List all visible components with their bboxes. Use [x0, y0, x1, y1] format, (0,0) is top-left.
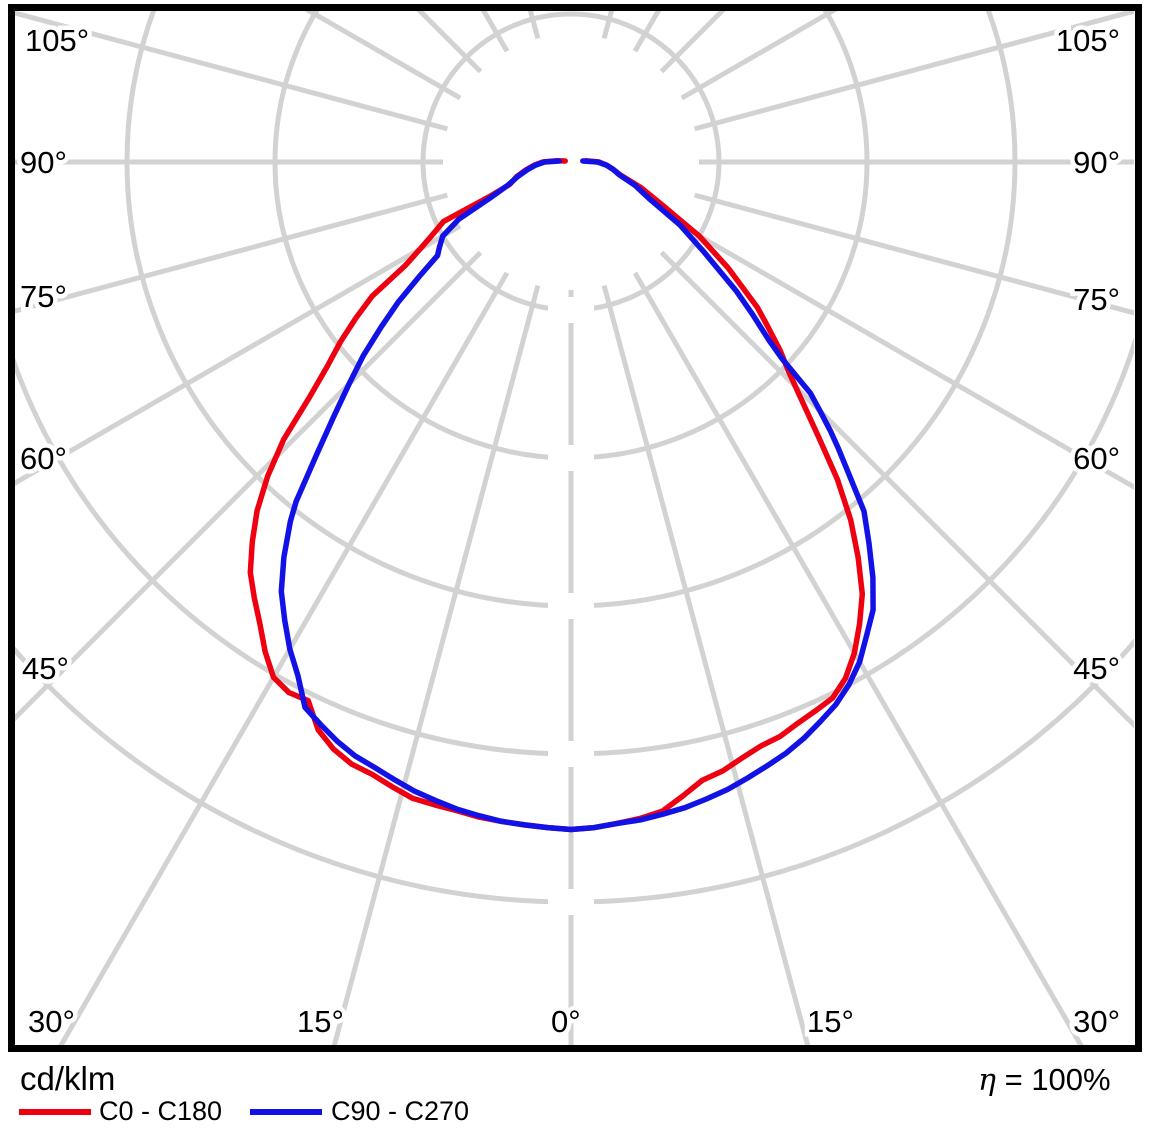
- angle-label-right-60deg: 60°: [1073, 441, 1120, 476]
- legend-entry-c90-c270: C90 - C270: [250, 1096, 570, 1136]
- angle-label-left-45deg: 45°: [22, 651, 69, 686]
- distribution-curves: [247, 157, 876, 833]
- radial-scale-boxes: [548, 297, 594, 915]
- eta-rest: = 100%: [995, 1062, 1111, 1097]
- angle-label-bottom-center-0deg: 0°: [551, 1004, 581, 1039]
- grid-radial: [680, 223, 1134, 490]
- grid-radial: [693, 192, 1134, 316]
- radial-scale-box: [548, 741, 594, 767]
- grid-radial: [15, 250, 483, 722]
- grid-radial: [659, 250, 1134, 729]
- polar-chart: 105° 90° 75° 60° 45° 30° 15° 0° 15° 30° 45° 60° 75° 9…: [0, 0, 1164, 1056]
- angle-label-left-30deg: 30°: [28, 1004, 75, 1039]
- grid-radial: [331, 284, 541, 1046]
- legend-entry-c0-c180: C0 - C180: [19, 1096, 319, 1136]
- grid-radial: [601, 284, 811, 1046]
- grid-radial: [15, 192, 449, 314]
- curve-c90-c270: [278, 158, 876, 833]
- efficiency-value: η = 100%: [978, 1064, 1111, 1096]
- unit-label: cd/klm: [20, 1060, 116, 1097]
- angle-label-left-105deg: 105°: [25, 23, 89, 58]
- angle-label-right-30deg: 30°: [1073, 1004, 1120, 1039]
- eta-symbol: η: [978, 1063, 996, 1098]
- angle-label-bottom-right-15deg: 15°: [807, 1004, 854, 1039]
- grid-radial: [15, 11, 449, 132]
- angle-label-right-90deg: 90°: [1073, 145, 1120, 180]
- angle-labels: 105° 90° 75° 60° 45° 30° 15° 0° 15° 30° 45° 60° 75° 9…: [16, 19, 1125, 1044]
- chart-border: [8, 4, 1142, 1052]
- angle-label-right-105deg: 105°: [1056, 23, 1120, 58]
- grid-radial: [15, 223, 462, 486]
- angle-label-bottom-left-15deg: 15°: [297, 1004, 344, 1039]
- legend-label-c0-c180: C0 - C180: [99, 1096, 223, 1126]
- grid-radial: [693, 11, 1134, 132]
- legend-line-blue: [250, 1109, 322, 1115]
- legend-label-c90-c270: C90 - C270: [331, 1096, 470, 1126]
- radial-scale-box: [548, 593, 594, 619]
- radial-scale-box: [548, 445, 594, 471]
- grid-radial: [632, 271, 1085, 1046]
- grid-radial: [57, 271, 510, 1046]
- radial-scale-box: [548, 297, 594, 323]
- angle-label-left-60deg: 60°: [20, 441, 67, 476]
- angle-label-right-75deg: 75°: [1073, 282, 1120, 317]
- legend-line-red: [19, 1109, 91, 1115]
- angle-label-left-90deg: 90°: [20, 145, 67, 180]
- radial-scale-box: [548, 889, 594, 915]
- chart-background: [0, 0, 1164, 1056]
- angle-label-left-75deg: 75°: [20, 279, 67, 314]
- angle-label-right-45deg: 45°: [1073, 651, 1120, 686]
